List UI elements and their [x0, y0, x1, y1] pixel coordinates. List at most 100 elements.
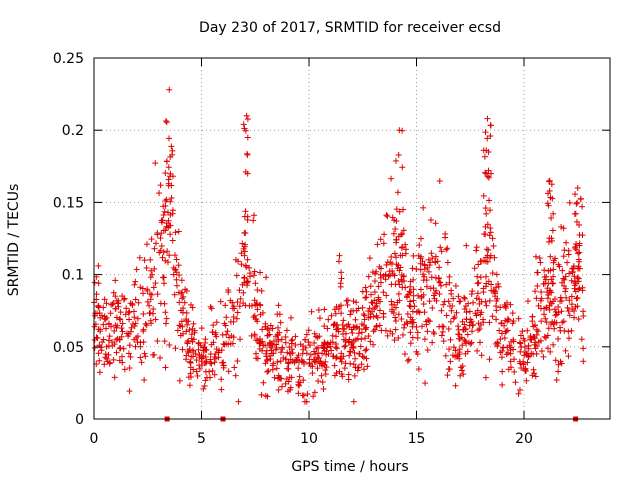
- data-point: [337, 355, 344, 362]
- data-point: [555, 335, 562, 342]
- data-point: [263, 274, 270, 281]
- data-point: [133, 266, 140, 273]
- data-point: [288, 340, 295, 347]
- data-point: [152, 316, 159, 323]
- data-point: [527, 336, 534, 343]
- data-point: [239, 240, 246, 247]
- data-point: [358, 321, 365, 328]
- data-point: [568, 293, 575, 300]
- data-point: [446, 303, 453, 310]
- data-point: [409, 308, 416, 315]
- data-point: [363, 355, 370, 362]
- data-point: [399, 164, 406, 171]
- data-point: [225, 368, 232, 375]
- data-point: [435, 275, 442, 282]
- data-point: [578, 336, 585, 343]
- data-point: [531, 335, 538, 342]
- data-point: [129, 302, 136, 309]
- data-point: [100, 321, 107, 328]
- data-point: [275, 302, 282, 309]
- data-point: [113, 324, 120, 331]
- data-point: [358, 361, 365, 368]
- data-point: [244, 256, 251, 263]
- data-point: [370, 328, 377, 335]
- data-point: [322, 371, 329, 378]
- data-point: [579, 203, 586, 210]
- data-point: [427, 259, 434, 266]
- data-point: [537, 337, 544, 344]
- data-point: [455, 293, 462, 300]
- data-point: [324, 341, 331, 348]
- data-point: [321, 362, 328, 369]
- data-point: [314, 365, 321, 372]
- data-point: [438, 248, 445, 255]
- data-point: [208, 305, 215, 312]
- data-point: [269, 325, 276, 332]
- data-point: [482, 374, 489, 381]
- data-point: [447, 358, 454, 365]
- data-point: [382, 271, 389, 278]
- data-point: [162, 320, 169, 327]
- data-point: [285, 378, 292, 385]
- data-point: [240, 289, 247, 296]
- data-point: [388, 281, 395, 288]
- data-point: [452, 282, 459, 289]
- data-point: [563, 239, 570, 246]
- data-point: [544, 332, 551, 339]
- data-point: [397, 264, 404, 271]
- data-point: [171, 252, 178, 259]
- data-point: [384, 332, 391, 339]
- data-point: [327, 343, 334, 350]
- data-point: [132, 278, 139, 285]
- data-point: [163, 315, 170, 322]
- data-point: [342, 330, 349, 337]
- data-point: [186, 326, 193, 333]
- data-point: [365, 273, 372, 280]
- data-point: [575, 286, 582, 293]
- data-point: [362, 284, 369, 291]
- data-point: [400, 206, 407, 213]
- y-tick-label: 0.05: [53, 340, 84, 356]
- data-point: [195, 339, 202, 346]
- data-point: [566, 335, 573, 342]
- data-point: [467, 340, 474, 347]
- data-point: [277, 349, 284, 356]
- data-point: [354, 335, 361, 342]
- data-point: [206, 368, 213, 375]
- data-point: [161, 300, 168, 307]
- data-point: [415, 308, 422, 315]
- data-point: [555, 361, 562, 368]
- data-point: [362, 294, 369, 301]
- data-point: [387, 328, 394, 335]
- data-point: [184, 339, 191, 346]
- data-point: [559, 267, 566, 274]
- data-point: [292, 342, 299, 349]
- data-point: [298, 357, 305, 364]
- data-point: [152, 280, 159, 287]
- data-point: [482, 273, 489, 280]
- data-point: [416, 242, 423, 249]
- data-point: [335, 305, 342, 312]
- data-point: [541, 267, 548, 274]
- data-point: [533, 350, 540, 357]
- data-point: [239, 281, 246, 288]
- data-point: [550, 321, 557, 328]
- data-point: [474, 307, 481, 314]
- data-point: [278, 375, 285, 382]
- data-point: [468, 339, 475, 346]
- data-point: [256, 335, 263, 342]
- data-point: [274, 324, 281, 331]
- data-point: [557, 294, 564, 301]
- data-point: [347, 311, 354, 318]
- data-point: [452, 347, 459, 354]
- data-point: [417, 266, 424, 273]
- data-point: [304, 391, 311, 398]
- data-point: [362, 347, 369, 354]
- data-point: [389, 214, 396, 221]
- data-point: [325, 316, 332, 323]
- data-point: [496, 327, 503, 334]
- data-point: [277, 319, 284, 326]
- data-point: [117, 316, 124, 323]
- data-point: [576, 222, 583, 229]
- data-point: [160, 211, 167, 218]
